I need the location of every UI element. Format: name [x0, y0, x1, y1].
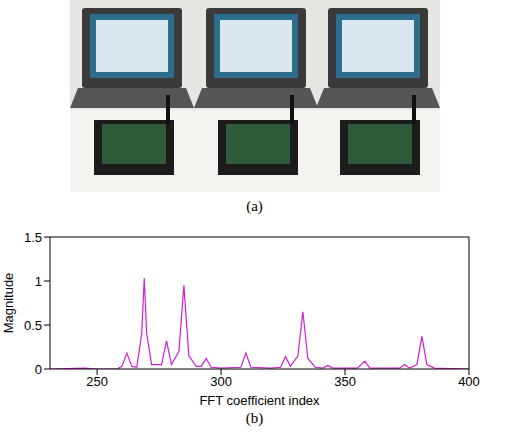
svg-text:300: 300: [210, 374, 232, 389]
svg-text:350: 350: [334, 374, 356, 389]
svg-text:0: 0: [35, 362, 42, 377]
svg-text:FFT coefficient index: FFT coefficient index: [199, 393, 320, 407]
svg-text:Magnitude: Magnitude: [1, 273, 16, 334]
html-text:(a): (a): [246, 198, 263, 214]
svg-text:1.5: 1.5: [24, 230, 42, 245]
svg-text:400: 400: [458, 374, 480, 389]
svg-text:0.5: 0.5: [24, 318, 42, 333]
svg-text:1: 1: [35, 274, 42, 289]
svg-text:250: 250: [86, 374, 108, 389]
html-text:(b): (b): [245, 410, 264, 426]
